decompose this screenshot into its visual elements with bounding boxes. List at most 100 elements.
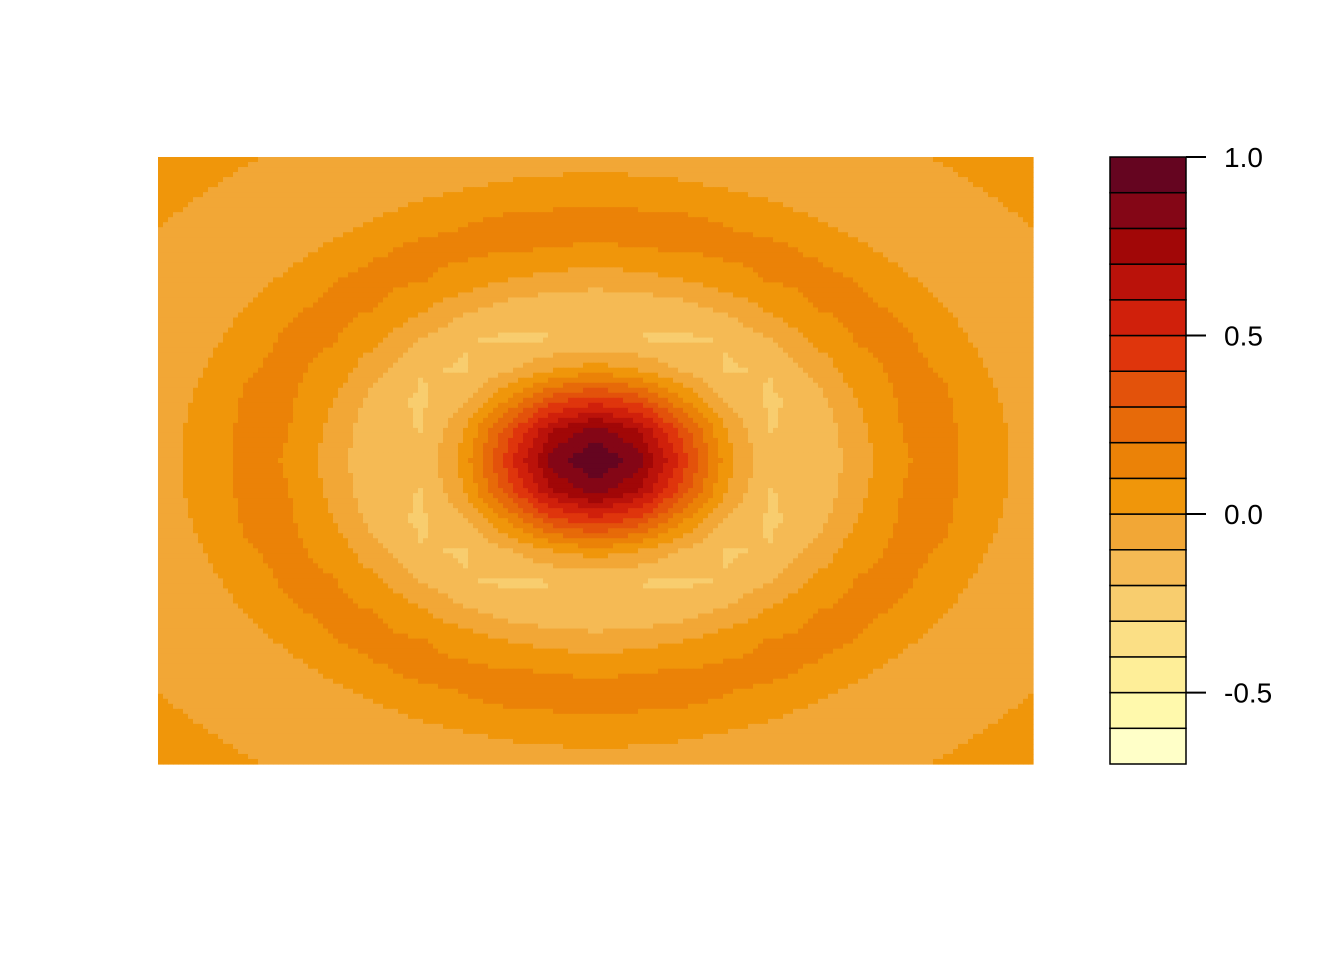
heatmap-cell: [268, 267, 274, 273]
heatmap-cell: [1008, 157, 1014, 163]
heatmap-cell: [943, 257, 949, 263]
heatmap-cell: [503, 282, 509, 288]
heatmap-cell: [508, 157, 514, 163]
heatmap-cell: [953, 167, 959, 173]
heatmap-cell: [168, 172, 174, 178]
heatmap-cell: [508, 212, 514, 218]
heatmap-cell: [368, 247, 374, 253]
heatmap-cell: [813, 212, 819, 218]
heatmap-cell: [473, 237, 479, 243]
heatmap-cell: [688, 292, 694, 298]
heatmap-cell: [643, 297, 649, 303]
heatmap-cell: [568, 197, 574, 203]
heatmap-cell: [428, 167, 434, 173]
heatmap-cell: [878, 247, 884, 253]
heatmap-cell: [328, 187, 334, 193]
heatmap-cell: [328, 197, 334, 203]
heatmap-cell: [808, 162, 814, 168]
heatmap-cell: [668, 172, 674, 178]
heatmap-cell: [763, 252, 769, 258]
heatmap-cell: [598, 272, 604, 278]
heatmap-cell: [493, 227, 499, 233]
heatmap-cell: [918, 227, 924, 233]
heatmap-cell: [383, 217, 389, 223]
heatmap-cell: [433, 212, 439, 218]
heatmap-cell: [448, 177, 454, 183]
heatmap-cell: [488, 232, 494, 238]
heatmap-cell: [488, 262, 494, 268]
heatmap-cell: [423, 227, 429, 233]
heatmap-cell: [863, 182, 869, 188]
heatmap-cell: [768, 217, 774, 223]
heatmap-cell: [253, 217, 259, 223]
heatmap-cell: [783, 192, 789, 198]
heatmap-cell: [588, 287, 594, 293]
heatmap-cell: [223, 277, 229, 283]
heatmap-cell: [638, 217, 644, 223]
heatmap-cell: [818, 277, 824, 283]
heatmap-cell: [338, 252, 344, 258]
heatmap-cell: [563, 292, 569, 298]
heatmap-cell: [528, 277, 534, 283]
heatmap-cell: [348, 157, 354, 163]
heatmap-cell: [223, 182, 229, 188]
heatmap-cell: [868, 292, 874, 298]
heatmap-cell: [933, 257, 939, 263]
heatmap-cell: [848, 252, 854, 258]
heatmap-cell: [188, 197, 194, 203]
heatmap-cell: [433, 172, 439, 178]
heatmap-cell: [498, 182, 504, 188]
heatmap-cell: [533, 222, 539, 228]
heatmap-cell: [293, 292, 299, 298]
heatmap-cell: [248, 187, 254, 193]
heatmap-cell: [578, 207, 584, 213]
heatmap-cell: [298, 182, 304, 188]
heatmap-cell: [958, 237, 964, 243]
heatmap-cell: [898, 262, 904, 268]
heatmap-cell: [333, 262, 339, 268]
heatmap-cell: [483, 287, 489, 293]
heatmap-cell: [823, 187, 829, 193]
heatmap-cell: [378, 297, 384, 303]
heatmap-cell: [638, 232, 644, 238]
heatmap-cell: [593, 202, 599, 208]
heatmap-cell: [603, 297, 609, 303]
heatmap-cell: [938, 287, 944, 293]
heatmap-cell: [823, 172, 829, 178]
heatmap-cell: [273, 252, 279, 258]
heatmap-cell: [853, 217, 859, 223]
heatmap-cell: [558, 262, 564, 268]
heatmap-cell: [618, 272, 624, 278]
heatmap-cell: [568, 157, 574, 163]
heatmap-cell: [848, 182, 854, 188]
heatmap-cell: [663, 157, 669, 163]
heatmap-cell: [228, 197, 234, 203]
heatmap-cell: [348, 167, 354, 173]
heatmap-cell: [383, 177, 389, 183]
heatmap-cell: [713, 272, 719, 278]
heatmap-cell: [203, 292, 209, 298]
heatmap-cell: [918, 207, 924, 213]
heatmap-cell: [833, 257, 839, 263]
heatmap-cell: [463, 277, 469, 283]
heatmap-cell: [748, 202, 754, 208]
heatmap-cell: [748, 247, 754, 253]
heatmap-cell: [208, 212, 214, 218]
heatmap-cell: [868, 227, 874, 233]
heatmap-cell: [398, 232, 404, 238]
heatmap-cell: [658, 287, 664, 293]
heatmap-cell: [738, 262, 744, 268]
heatmap-cell: [488, 252, 494, 258]
heatmap-cell: [353, 292, 359, 298]
heatmap-cell: [438, 207, 444, 213]
heatmap-cell: [278, 237, 284, 243]
heatmap-cell: [353, 167, 359, 173]
heatmap-cell: [403, 267, 409, 273]
heatmap-cell: [583, 177, 589, 183]
heatmap-cell: [613, 192, 619, 198]
heatmap-cell: [963, 157, 969, 163]
heatmap-cell: [868, 192, 874, 198]
heatmap-cell: [883, 287, 889, 293]
heatmap-cell: [1018, 287, 1024, 293]
heatmap-cell: [1023, 177, 1029, 183]
